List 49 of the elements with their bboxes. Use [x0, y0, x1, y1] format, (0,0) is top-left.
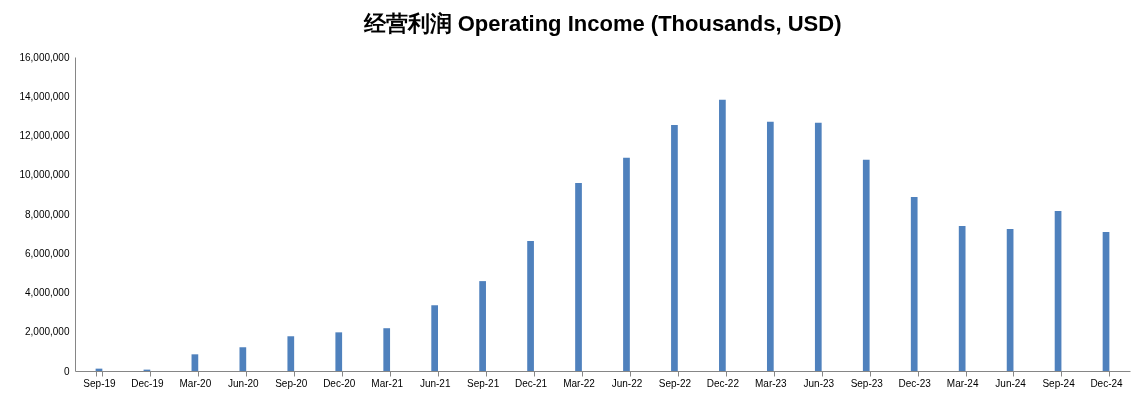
x-tick-label: Dec-22: [706, 377, 740, 389]
x-tick-label: Mar-24: [946, 377, 979, 389]
y-tick-label: 10,000,000: [19, 169, 70, 181]
bar: [623, 157, 630, 371]
y-tick-label: 4,000,000: [25, 287, 70, 298]
x-tick-label: Jun-21: [419, 377, 451, 389]
bar: [766, 121, 774, 371]
x-tick-label: Sep-22: [658, 377, 692, 389]
x-tick-label: Sep-19: [83, 377, 117, 389]
bar: [479, 281, 486, 371]
x-tick-label: Jun-20: [228, 377, 260, 389]
y-tick-label: 12,000,000: [19, 130, 70, 141]
x-tick-label: Mar-21: [371, 377, 404, 389]
bar: [862, 159, 870, 371]
y-tick-label: 0: [63, 365, 70, 377]
y-tick-label: 2,000,000: [25, 326, 70, 338]
x-tick-label: Jun-22: [611, 377, 643, 389]
x-tick-label: Sep-24: [1042, 377, 1076, 389]
x-tick-label: Dec-19: [131, 377, 164, 389]
y-tick-label: 6,000,000: [25, 247, 70, 259]
bar: [431, 305, 439, 371]
bar: [287, 336, 295, 371]
bar: [814, 122, 822, 371]
bar: [335, 332, 343, 371]
x-tick-label: Mar-22: [563, 377, 596, 389]
bar: [575, 182, 582, 371]
x-tick-label: Mar-23: [755, 377, 788, 389]
bar: [191, 354, 199, 371]
y-tick-label: 16,000,000: [19, 51, 70, 63]
bar: [671, 124, 678, 371]
x-tick-label: Sep-21: [466, 377, 500, 389]
chart-title: 经营利润 Operating Income (Thousands, USD): [362, 11, 842, 36]
x-tick-label: Dec-24: [1090, 377, 1124, 389]
bar: [719, 99, 726, 371]
bar: [527, 241, 534, 371]
x-tick-label: Mar-20: [179, 377, 212, 389]
x-tick-label: Dec-21: [514, 377, 548, 389]
y-tick-label: 8,000,000: [25, 208, 70, 220]
x-tick-label: Sep-23: [850, 377, 884, 389]
y-tick-label: 14,000,000: [19, 90, 70, 102]
bar: [383, 328, 391, 371]
bar: [910, 196, 918, 371]
x-tick-label: Sep-20: [275, 377, 308, 389]
x-tick-label: Jun-24: [995, 377, 1027, 389]
x-tick-label: Dec-20: [323, 377, 356, 389]
bar: [239, 347, 247, 371]
x-tick-label: Jun-23: [803, 377, 835, 389]
x-tick-label: Dec-23: [898, 377, 932, 389]
bar: [958, 225, 966, 371]
